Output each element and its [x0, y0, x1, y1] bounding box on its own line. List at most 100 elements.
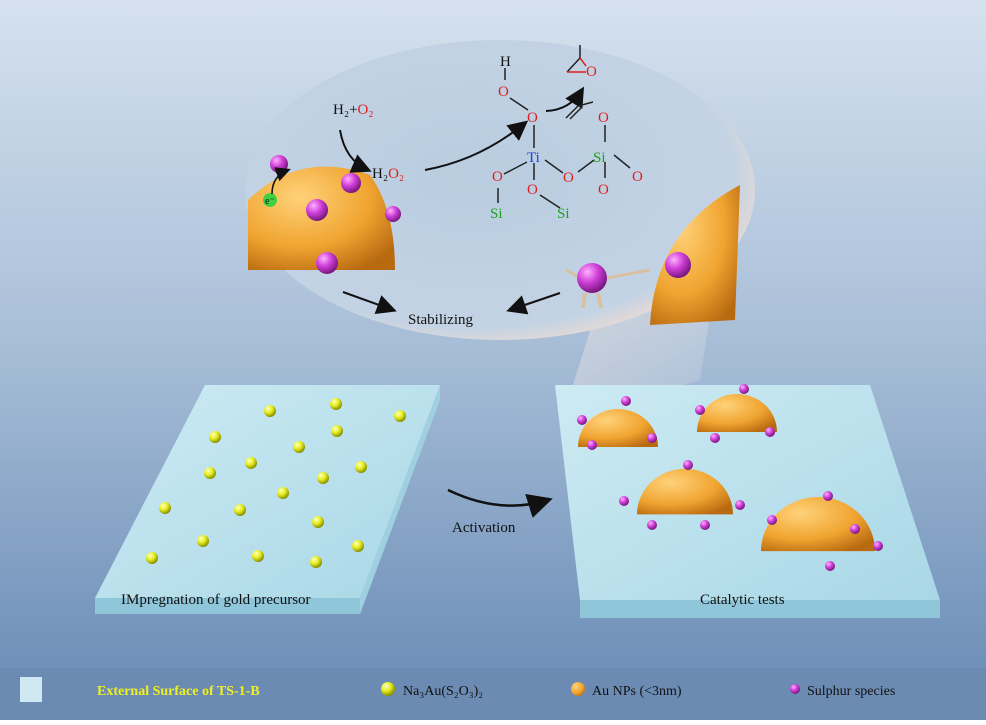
stabilizing-arrow-right [506, 292, 561, 315]
gold-nanoparticle [578, 409, 658, 447]
o-atom: O [498, 84, 509, 100]
epoxide-o-atom: O [586, 64, 597, 80]
precursor-sphere [355, 461, 367, 473]
electron-arrow [271, 167, 291, 195]
precursor-sphere [209, 431, 221, 443]
precursor-sphere [331, 425, 343, 437]
precursor-sphere [234, 504, 246, 516]
stabilizing-label: Stabilizing [408, 312, 473, 328]
h2-text: H₂ [333, 102, 349, 118]
o2-text: O₂ [358, 102, 374, 118]
sulphur-character-icon [565, 263, 651, 309]
o-atom: O [492, 169, 503, 185]
sulphur-sphere [695, 405, 705, 415]
gold-nanoparticle-zoomed-right [650, 185, 740, 325]
legend-label-au-nps: Au NPs (<3nm) [592, 684, 682, 699]
legend-label-precursor: Na₃Au(S₂O₃)₂ [403, 684, 483, 699]
h2-plus-o2: H₂+O₂ [333, 102, 374, 118]
gold-nanoparticles [577, 384, 883, 571]
sulphur-sphere [710, 433, 720, 443]
sulphur-sphere [683, 460, 693, 470]
epoxidation-arrow [545, 86, 585, 112]
sulphur-sphere [647, 433, 657, 443]
h2o2-o-text: O₂ [388, 166, 404, 182]
precursor-sphere [159, 502, 171, 514]
sulphur-sphere [825, 561, 835, 571]
precursor-sphere [352, 540, 364, 552]
sulphur-sphere [341, 173, 361, 193]
precursor-sphere [394, 410, 406, 422]
sulphur-sphere [765, 427, 775, 437]
gold-sphere-icon [571, 682, 585, 696]
gold-nanoparticle-zoomed [248, 155, 401, 274]
precursor-sphere [146, 552, 158, 564]
propylene-oxide-structure [566, 45, 587, 73]
precursor-sphere [245, 457, 257, 469]
h2o2-formation-arrow [339, 129, 372, 173]
sulphur-sphere [735, 500, 745, 510]
precursor-sphere [264, 405, 276, 417]
catalytic-label: Catalytic tests [700, 592, 785, 608]
yellow-sphere-icon [381, 682, 395, 696]
plus-text: + [349, 102, 357, 118]
precursor-sphere [204, 467, 216, 479]
legend-bar [0, 668, 986, 720]
si-atom: Si [490, 206, 503, 222]
electron-label: e⁻ [265, 196, 275, 207]
o-atom: O [563, 170, 574, 186]
electron-icon [263, 193, 277, 207]
legend-label-surface: External Surface of TS-1-B [97, 684, 260, 699]
h2o2-to-ti-arrow [424, 120, 529, 171]
sulphur-sphere [577, 415, 587, 425]
sulphur-sphere [823, 491, 833, 501]
purple-sphere-icon [790, 684, 800, 694]
sulphur-sphere [739, 384, 749, 394]
si-atom: Si [593, 150, 606, 166]
o-atom: O [632, 169, 643, 185]
gold-nanoparticle [697, 394, 777, 432]
sulphur-sphere [621, 396, 631, 406]
sulphur-sphere [316, 252, 338, 274]
sulphur-sphere [619, 496, 629, 506]
impregnation-label: IMpregnation of gold precursor [121, 592, 311, 608]
sulphur-sphere [767, 515, 777, 525]
sulphur-sphere [647, 520, 657, 530]
h2o2-h-text: H₂ [372, 166, 388, 182]
propylene-structure [565, 101, 594, 120]
slab-swatch-icon [20, 677, 42, 702]
precursor-sphere [277, 487, 289, 499]
gold-nanoparticle [761, 496, 875, 552]
sulphur-sphere [700, 520, 710, 530]
si-atom: Si [557, 206, 570, 222]
stabilizing-arrow-left [342, 291, 397, 314]
h2o2: H₂O₂ [372, 166, 404, 182]
precursor-sphere [197, 535, 209, 547]
precursor-sphere [310, 556, 322, 568]
o-atom: O [527, 110, 538, 126]
precursor-sphere [252, 550, 264, 562]
precursor-sphere [317, 472, 329, 484]
precursor-sphere [312, 516, 324, 528]
legend-label-sulphur: Sulphur species [807, 684, 895, 699]
precursor-sphere [330, 398, 342, 410]
precursor-sphere [293, 441, 305, 453]
ti-peroxo-structure [497, 68, 631, 209]
sulphur-sphere [873, 541, 883, 551]
o-atom: O [598, 182, 609, 198]
sulphur-sphere [587, 440, 597, 450]
activation-arrow [447, 488, 553, 518]
gold-nanoparticle [637, 468, 733, 515]
sulphur-sphere [270, 155, 288, 173]
ti-atom: Ti [527, 150, 540, 166]
activation-label: Activation [452, 520, 516, 536]
sulphur-sphere [385, 206, 401, 222]
o-atom: O [598, 110, 609, 126]
h-atom: H [500, 54, 511, 70]
precursor-spheres [146, 398, 406, 568]
sulphur-sphere [665, 252, 691, 278]
o-atom: O [527, 182, 538, 198]
sulphur-sphere [850, 524, 860, 534]
sulphur-sphere [306, 199, 328, 221]
